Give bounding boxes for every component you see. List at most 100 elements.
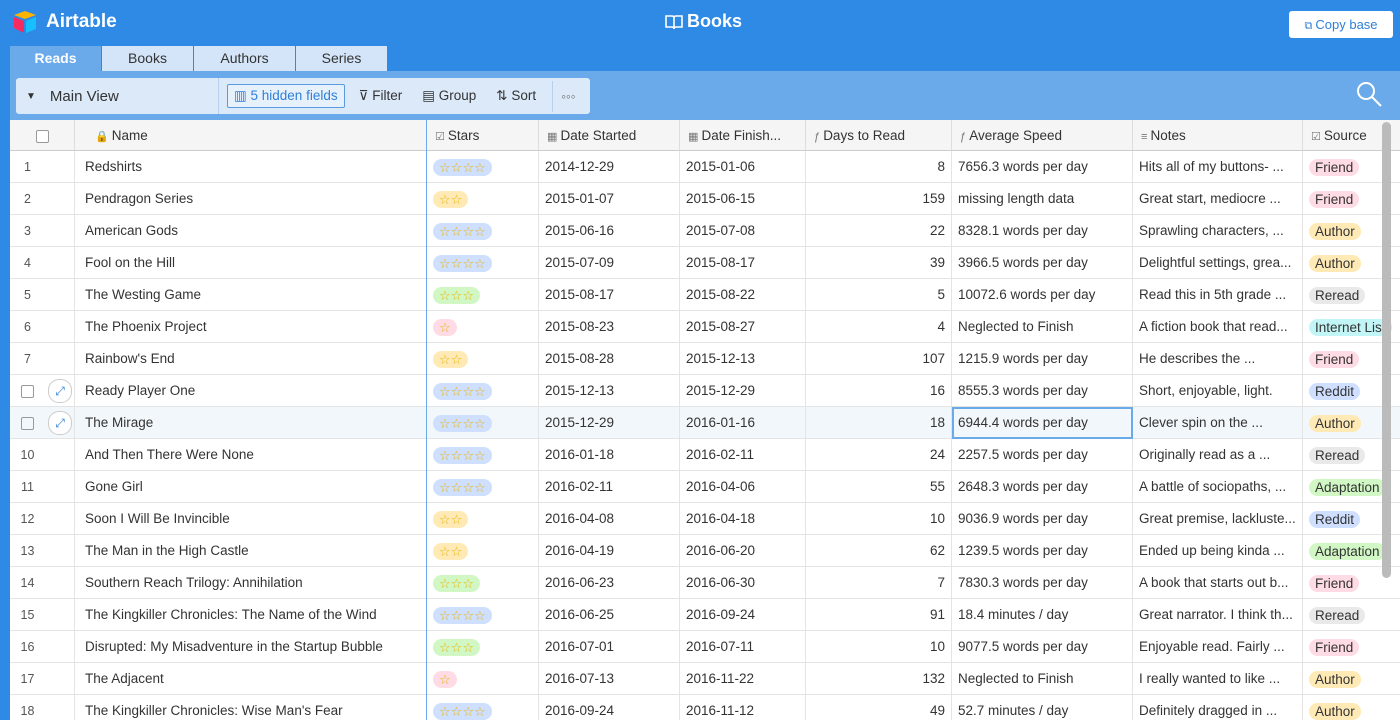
sort-label[interactable]: Sort — [511, 88, 537, 103]
days-cell[interactable]: 107 — [806, 343, 952, 375]
date_started-cell[interactable]: 2016-04-08 — [539, 503, 680, 535]
speed-cell[interactable]: 52.7 minutes / day — [952, 695, 1133, 720]
date_started-cell[interactable]: 2015-08-28 — [539, 343, 680, 375]
days-cell[interactable]: 10 — [806, 503, 952, 535]
stars-cell[interactable]: ☆☆☆☆ — [427, 151, 539, 183]
source-cell[interactable]: Author — [1303, 663, 1400, 695]
expand-record-button[interactable]: ⤢ — [48, 411, 72, 435]
notes-cell[interactable]: Clever spin on the ... — [1133, 407, 1303, 439]
days-cell[interactable]: 24 — [806, 439, 952, 471]
name-cell[interactable]: Southern Reach Trilogy: Annihilation — [75, 567, 427, 599]
notes-cell[interactable]: A fiction book that read... — [1133, 311, 1303, 343]
notes-cell[interactable]: Short, enjoyable, light. — [1133, 375, 1303, 407]
speed-cell[interactable]: 9036.9 words per day — [952, 503, 1133, 535]
date_started-cell[interactable]: 2016-07-01 — [539, 631, 680, 663]
days-cell[interactable]: 55 — [806, 471, 952, 503]
date_finished-cell[interactable]: 2015-12-29 — [680, 375, 806, 407]
date_started-cell[interactable]: 2016-04-19 — [539, 535, 680, 567]
name-cell[interactable]: American Gods — [75, 215, 427, 247]
date_finished-cell[interactable]: 2015-06-15 — [680, 183, 806, 215]
expand-record-button[interactable]: ⤢ — [48, 379, 72, 403]
date_started-cell[interactable]: 2016-09-24 — [539, 695, 680, 720]
tab[interactable]: Books — [102, 46, 194, 71]
name-cell[interactable]: The Man in the High Castle — [75, 535, 427, 567]
speed-cell[interactable]: 9077.5 words per day — [952, 631, 1133, 663]
notes-cell[interactable]: Delightful settings, grea... — [1133, 247, 1303, 279]
stars-cell[interactable]: ☆ — [427, 311, 539, 343]
notes-cell[interactable]: Definitely dragged in ... — [1133, 695, 1303, 720]
name-cell[interactable]: The Adjacent — [75, 663, 427, 695]
sort-button[interactable]: ⇅ Sort — [496, 88, 537, 103]
column-header[interactable]: 🔒 Name — [75, 120, 427, 151]
filter-label[interactable]: Filter — [372, 88, 403, 103]
days-cell[interactable]: 5 — [806, 279, 952, 311]
notes-cell[interactable]: Great start, mediocre ... — [1133, 183, 1303, 215]
stars-cell[interactable]: ☆☆ — [427, 343, 539, 375]
scrollbar[interactable] — [1382, 122, 1391, 578]
name-cell[interactable]: The Kingkiller Chronicles: The Name of t… — [75, 599, 427, 631]
date_started-cell[interactable]: 2015-08-23 — [539, 311, 680, 343]
stars-cell[interactable]: ☆☆☆☆ — [427, 471, 539, 503]
notes-cell[interactable]: A book that starts out b... — [1133, 567, 1303, 599]
speed-cell[interactable]: 18.4 minutes / day — [952, 599, 1133, 631]
column-title[interactable]: Source — [1323, 128, 1367, 143]
date_started-cell[interactable]: 2015-08-17 — [539, 279, 680, 311]
column-header[interactable]: ≡ Notes — [1133, 120, 1303, 151]
source-cell[interactable]: Friend — [1303, 183, 1400, 215]
date_started-cell[interactable]: 2015-06-16 — [539, 215, 680, 247]
column-title[interactable]: Stars — [447, 128, 480, 143]
date_finished-cell[interactable]: 2015-08-17 — [680, 247, 806, 279]
notes-cell[interactable]: I really wanted to like ... — [1133, 663, 1303, 695]
source-cell[interactable]: Friend — [1303, 631, 1400, 663]
date_finished-cell[interactable]: 2016-01-16 — [680, 407, 806, 439]
column-header[interactable]: ƒ Days to Read — [806, 120, 952, 151]
date_started-cell[interactable]: 2016-06-23 — [539, 567, 680, 599]
column-header[interactable]: ▦ Date Finish... — [680, 120, 806, 151]
date_finished-cell[interactable]: 2016-06-20 — [680, 535, 806, 567]
column-header[interactable]: ƒ Average Speed — [952, 120, 1133, 151]
column-title[interactable]: Date Finish... — [701, 128, 781, 143]
stars-cell[interactable]: ☆☆ — [427, 535, 539, 567]
days-cell[interactable]: 10 — [806, 631, 952, 663]
stars-cell[interactable]: ☆☆ — [427, 183, 539, 215]
date_started-cell[interactable]: 2015-12-13 — [539, 375, 680, 407]
column-title[interactable]: Average Speed — [969, 128, 1063, 143]
notes-cell[interactable]: Great narrator. I think th... — [1133, 599, 1303, 631]
notes-cell[interactable]: Read this in 5th grade ... — [1133, 279, 1303, 311]
days-cell[interactable]: 7 — [806, 567, 952, 599]
stars-cell[interactable]: ☆☆☆☆ — [427, 407, 539, 439]
name-cell[interactable]: The Kingkiller Chronicles: Wise Man's Fe… — [75, 695, 427, 720]
stars-cell[interactable]: ☆ — [427, 663, 539, 695]
tab[interactable]: Reads — [10, 46, 102, 71]
date_started-cell[interactable]: 2016-01-18 — [539, 439, 680, 471]
speed-cell[interactable]: missing length data — [952, 183, 1133, 215]
column-title[interactable]: Days to Read — [823, 128, 905, 143]
notes-cell[interactable]: Enjoyable read. Fairly ... — [1133, 631, 1303, 663]
name-cell[interactable]: Pendragon Series — [75, 183, 427, 215]
date_finished-cell[interactable]: 2015-08-27 — [680, 311, 806, 343]
stars-cell[interactable]: ☆☆☆☆ — [427, 375, 539, 407]
name-cell[interactable]: Redshirts — [75, 151, 427, 183]
speed-cell[interactable]: Neglected to Finish — [952, 663, 1133, 695]
tab[interactable]: Series — [296, 46, 388, 71]
name-cell[interactable]: Gone Girl — [75, 471, 427, 503]
days-cell[interactable]: 4 — [806, 311, 952, 343]
speed-cell[interactable]: 8555.3 words per day — [952, 375, 1133, 407]
date_finished-cell[interactable]: 2016-09-24 — [680, 599, 806, 631]
column-header[interactable]: ☑ Stars — [427, 120, 539, 151]
notes-cell[interactable]: Hits all of my buttons- ... — [1133, 151, 1303, 183]
date_finished-cell[interactable]: 2015-07-08 — [680, 215, 806, 247]
date_started-cell[interactable]: 2015-01-07 — [539, 183, 680, 215]
stars-cell[interactable]: ☆☆ — [427, 503, 539, 535]
speed-cell[interactable]: 1215.9 words per day — [952, 343, 1133, 375]
days-cell[interactable]: 18 — [806, 407, 952, 439]
date_started-cell[interactable]: 2016-06-25 — [539, 599, 680, 631]
name-cell[interactable]: Disrupted: My Misadventure in the Startu… — [75, 631, 427, 663]
speed-cell[interactable]: 8328.1 words per day — [952, 215, 1133, 247]
search-icon[interactable] — [1355, 80, 1383, 108]
column-title[interactable]: Name — [111, 128, 148, 143]
speed-cell[interactable]: 7830.3 words per day — [952, 567, 1133, 599]
days-cell[interactable]: 22 — [806, 215, 952, 247]
date_started-cell[interactable]: 2016-07-13 — [539, 663, 680, 695]
name-cell[interactable]: The Mirage — [75, 407, 427, 439]
